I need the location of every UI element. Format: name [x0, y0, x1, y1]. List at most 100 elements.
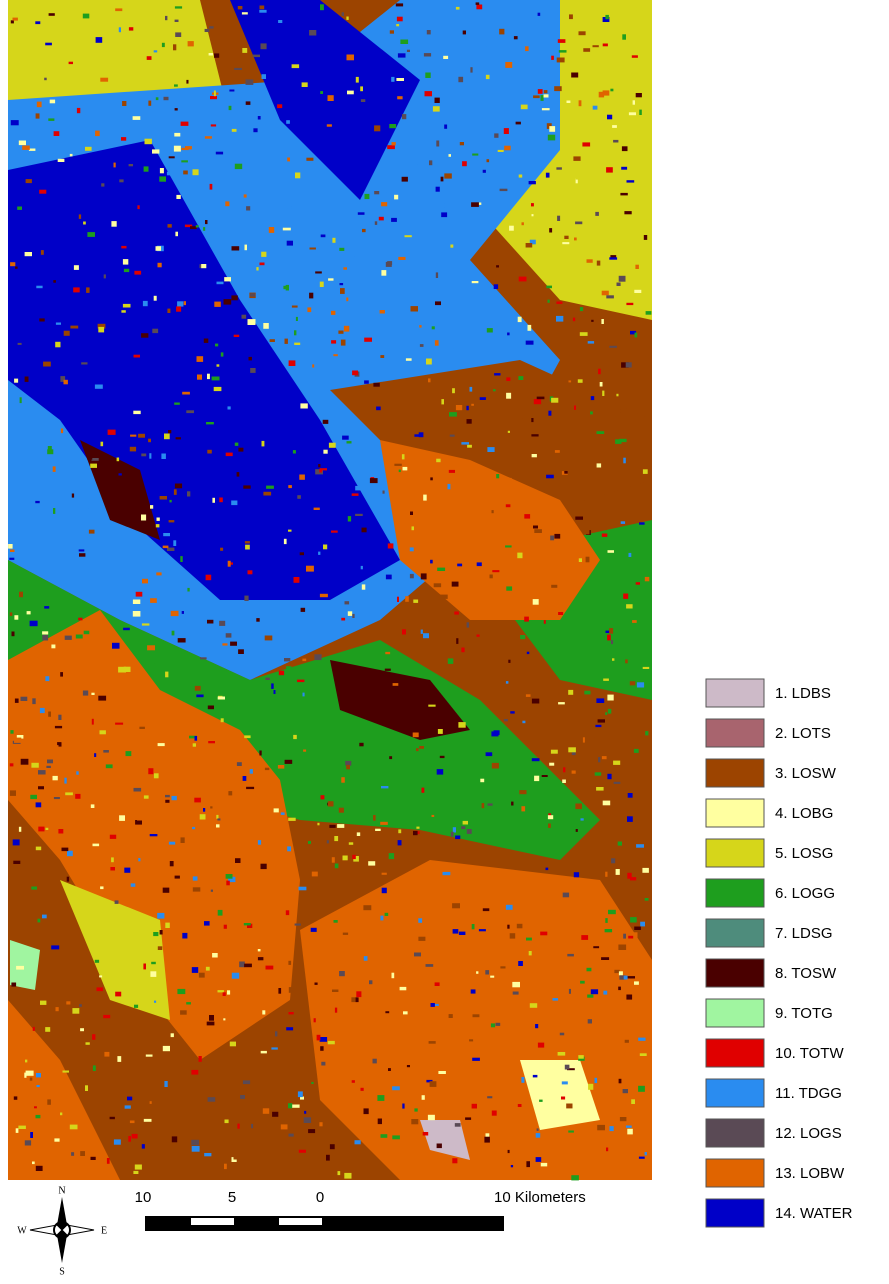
- map-speckle: [519, 790, 526, 794]
- map-speckle: [580, 332, 588, 336]
- map-speckle: [472, 1058, 480, 1061]
- map-speckle: [436, 272, 438, 278]
- map-speckle: [509, 226, 514, 231]
- map-speckle: [476, 971, 478, 974]
- map-speckle: [480, 397, 487, 400]
- map-speckle: [451, 832, 454, 837]
- map-speckle: [449, 154, 452, 157]
- map-speckle: [214, 833, 221, 838]
- map-speckle: [486, 397, 494, 403]
- map-speckle: [569, 380, 572, 382]
- map-speckle: [95, 960, 99, 963]
- map-speckle: [176, 195, 180, 199]
- map-speckle: [157, 913, 164, 919]
- map-speckle: [293, 735, 297, 739]
- map-speckle: [508, 416, 516, 419]
- map-speckle: [248, 319, 256, 325]
- map-speckle: [623, 934, 626, 939]
- map-speckle: [38, 770, 46, 774]
- map-speckle: [380, 822, 388, 825]
- map-speckle: [320, 4, 324, 10]
- map-speckle: [224, 1164, 227, 1169]
- map-speckle: [117, 458, 120, 462]
- map-speckle: [450, 245, 453, 248]
- map-speckle: [212, 377, 220, 381]
- map-speckle: [363, 593, 367, 596]
- map-speckle: [101, 442, 104, 447]
- map-speckle: [18, 1126, 26, 1129]
- map-speckle: [207, 1022, 215, 1026]
- map-speckle: [94, 753, 96, 757]
- map-speckle: [363, 905, 371, 910]
- map-speckle: [602, 291, 609, 296]
- map-speckle: [45, 676, 49, 681]
- map-speckle: [419, 432, 424, 437]
- map-speckle: [124, 269, 129, 272]
- map-speckle: [195, 686, 201, 691]
- map-speckle: [214, 91, 216, 97]
- map-speckle: [237, 53, 244, 59]
- map-speckle: [610, 1126, 614, 1131]
- map-speckle: [48, 712, 51, 717]
- map-speckle: [321, 795, 325, 799]
- map-speckle: [645, 898, 649, 901]
- map-speckle: [244, 596, 248, 601]
- legend-label: 6. LOGG: [775, 885, 835, 902]
- map-speckle: [156, 246, 162, 251]
- map-speckle: [645, 577, 650, 581]
- map-speckle: [504, 128, 509, 134]
- map-speckle: [239, 962, 245, 968]
- map-speckle: [568, 763, 570, 766]
- map-speckle: [243, 1080, 250, 1084]
- map-speckle: [70, 154, 73, 157]
- map-speckle: [470, 67, 472, 72]
- map-speckle: [92, 1034, 95, 1040]
- map-speckle: [532, 699, 539, 704]
- map-speckle: [333, 354, 337, 356]
- map-speckle: [21, 759, 29, 765]
- map-speckle: [605, 712, 607, 715]
- scale-bar-segment: [191, 1218, 234, 1225]
- map-speckle: [67, 877, 69, 882]
- map-speckle: [175, 20, 179, 22]
- map-speckle: [183, 1130, 187, 1134]
- map-speckle: [137, 818, 142, 821]
- map-speckle: [38, 786, 44, 789]
- map-speckle: [200, 814, 206, 819]
- map-speckle: [245, 245, 248, 251]
- map-speckle: [365, 1129, 369, 1134]
- map-speckle: [450, 435, 455, 437]
- map-speckle: [396, 3, 403, 6]
- map-speckle: [492, 510, 494, 513]
- map-speckle: [323, 450, 327, 454]
- compass-e: E: [101, 1225, 107, 1236]
- map-speckle: [36, 802, 42, 807]
- map-speckle: [229, 90, 234, 92]
- map-speckle: [187, 588, 189, 592]
- map-speckle: [597, 1125, 605, 1130]
- map-speckle: [601, 957, 609, 960]
- map-speckle: [279, 671, 284, 676]
- map-speckle: [33, 1027, 35, 1031]
- map-speckle: [430, 1081, 437, 1087]
- map-speckle: [141, 333, 148, 338]
- legend-swatch: [706, 1039, 764, 1067]
- map-speckle: [606, 167, 613, 172]
- map-speckle: [175, 876, 180, 879]
- map-speckle: [225, 201, 229, 206]
- map-speckle: [262, 1010, 265, 1014]
- map-speckle: [222, 643, 227, 645]
- map-speckle: [137, 205, 139, 209]
- map-speckle: [177, 989, 185, 994]
- scale-label: 5: [228, 1189, 236, 1206]
- map-speckle: [370, 478, 378, 483]
- map-speckle: [374, 191, 379, 194]
- map-speckle: [50, 100, 55, 104]
- map-speckle: [34, 1106, 37, 1108]
- map-speckle: [411, 306, 419, 311]
- map-speckle: [626, 303, 633, 305]
- map-speckle: [241, 182, 245, 187]
- map-speckle: [371, 672, 376, 677]
- map-speckle: [498, 979, 503, 984]
- map-speckle: [242, 12, 248, 14]
